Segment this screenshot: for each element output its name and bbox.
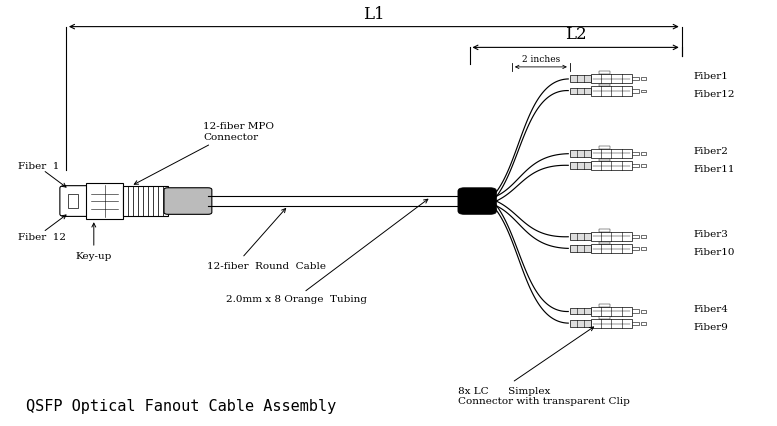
Bar — [591, 87, 632, 96]
Bar — [632, 165, 639, 168]
Bar — [570, 308, 591, 315]
Bar — [632, 322, 639, 325]
FancyBboxPatch shape — [60, 186, 91, 217]
Bar — [632, 152, 639, 155]
Text: 2.0mm x 8 Orange  Tubing: 2.0mm x 8 Orange Tubing — [227, 295, 368, 304]
Text: Fiber10: Fiber10 — [693, 248, 735, 256]
Bar — [599, 304, 610, 307]
Bar — [86, 183, 123, 220]
Bar — [599, 85, 610, 87]
Bar — [591, 232, 632, 242]
Bar — [632, 310, 639, 313]
Bar — [641, 235, 646, 238]
Bar — [632, 78, 639, 81]
Bar — [591, 307, 632, 316]
Bar — [570, 233, 591, 240]
Text: Fiber11: Fiber11 — [693, 165, 735, 174]
Text: Fiber4: Fiber4 — [693, 304, 728, 313]
Bar — [68, 195, 78, 208]
Text: Key-up: Key-up — [75, 251, 112, 260]
Text: Fiber1: Fiber1 — [693, 72, 728, 81]
Bar — [641, 165, 646, 168]
Bar — [599, 317, 610, 319]
Bar — [570, 320, 591, 327]
Bar — [599, 159, 610, 162]
Bar — [641, 90, 646, 93]
Text: 12-fiber MPO
Connector: 12-fiber MPO Connector — [204, 122, 274, 141]
Text: Fiber2: Fiber2 — [693, 147, 728, 155]
Bar — [570, 151, 591, 157]
Text: QSFP Optical Fanout Cable Assembly: QSFP Optical Fanout Cable Assembly — [26, 398, 336, 413]
Text: Fiber12: Fiber12 — [693, 90, 735, 99]
Bar — [570, 76, 591, 83]
Text: 2 inches: 2 inches — [521, 55, 560, 64]
Bar — [599, 72, 610, 75]
Bar — [641, 153, 646, 155]
Bar — [599, 230, 610, 232]
Text: 8x LC      Simplex
Connector with transparent Clip: 8x LC Simplex Connector with transparent… — [458, 386, 630, 405]
Bar — [591, 75, 632, 84]
Bar — [641, 322, 646, 325]
Text: L1: L1 — [363, 6, 385, 23]
Text: Fiber  1: Fiber 1 — [18, 162, 60, 171]
Bar — [591, 162, 632, 171]
Bar — [591, 245, 632, 254]
Text: Fiber  12: Fiber 12 — [18, 232, 66, 241]
Text: Fiber3: Fiber3 — [693, 229, 728, 239]
Bar — [591, 319, 632, 328]
Bar — [591, 150, 632, 158]
Bar — [641, 78, 646, 81]
Bar — [599, 147, 610, 150]
Bar — [632, 90, 639, 93]
Bar — [641, 248, 646, 250]
Bar — [570, 246, 591, 253]
Bar — [570, 89, 591, 95]
Bar — [641, 310, 646, 313]
Bar — [632, 235, 639, 239]
Text: L2: L2 — [565, 26, 587, 43]
Bar — [123, 187, 168, 216]
Text: 12-fiber  Round  Cable: 12-fiber Round Cable — [207, 262, 326, 271]
FancyBboxPatch shape — [164, 188, 212, 215]
Bar — [632, 248, 639, 251]
Text: Fiber9: Fiber9 — [693, 322, 728, 331]
Bar — [570, 163, 591, 170]
FancyBboxPatch shape — [458, 188, 497, 215]
Bar — [599, 242, 610, 245]
